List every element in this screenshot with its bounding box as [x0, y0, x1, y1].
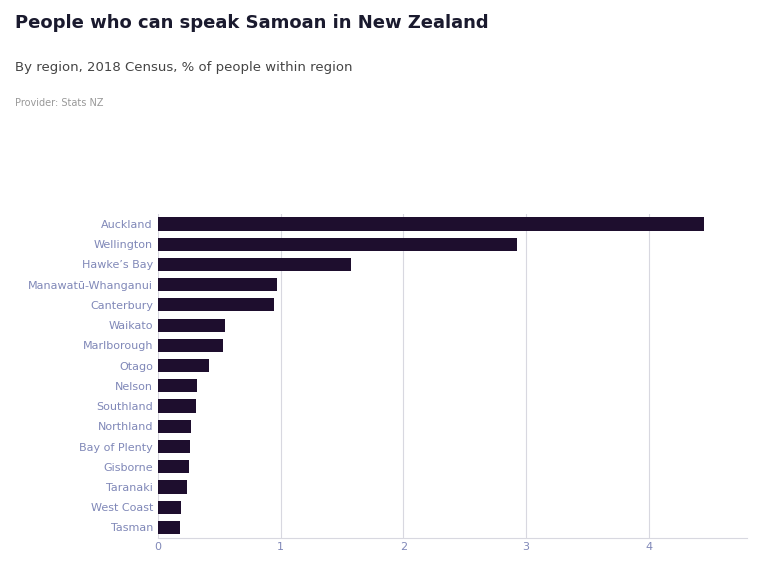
Bar	[158, 420, 191, 433]
Bar	[158, 379, 197, 392]
Text: By region, 2018 Census, % of people within region: By region, 2018 Census, % of people with…	[15, 61, 353, 73]
Bar	[158, 359, 209, 372]
Bar	[158, 460, 189, 473]
Bar	[158, 521, 180, 534]
Text: Provider: Stats NZ: Provider: Stats NZ	[15, 98, 104, 108]
Text: figure.nz: figure.nz	[665, 28, 732, 40]
Bar	[158, 298, 274, 312]
Bar	[158, 217, 704, 231]
Bar	[158, 318, 226, 332]
Bar	[158, 238, 517, 251]
Bar	[158, 501, 181, 514]
Bar	[158, 278, 277, 291]
Bar	[158, 399, 196, 413]
Bar	[158, 440, 189, 453]
Text: People who can speak Samoan in New Zealand: People who can speak Samoan in New Zeala…	[15, 14, 489, 32]
Bar	[158, 339, 223, 352]
Bar	[158, 258, 350, 271]
Bar	[158, 480, 187, 494]
